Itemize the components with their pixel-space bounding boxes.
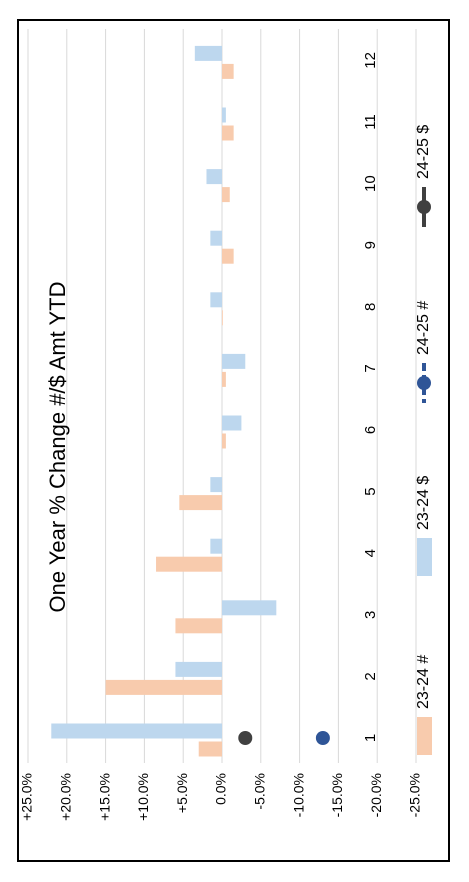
chart-title: One Year % Change #/$ Amt YTD <box>45 281 70 612</box>
legend-label: 23-24 $ <box>415 476 432 530</box>
grid-layer <box>27 29 417 763</box>
bar-23-24- <box>210 292 222 308</box>
chart-svg: +25.0% +20.0% +15.0% +10.0% +5.0% 0.0% -5.0% -1… <box>19 29 432 821</box>
legend-label: 24-25 $ <box>415 125 432 179</box>
x-tick-label: 4 <box>362 549 379 557</box>
y-tick-label: -5.0% <box>252 773 268 810</box>
marker-24-25- <box>238 731 253 745</box>
y-tick-label: -20.0% <box>368 773 384 817</box>
bar-23-24- <box>179 495 222 511</box>
bar-23-24- <box>198 741 222 757</box>
bar-23-24- <box>222 125 234 141</box>
legend-swatch <box>417 717 432 755</box>
bar-23-24- <box>222 63 234 79</box>
y-tick-label: 0.0% <box>213 773 229 805</box>
bar-23-24- <box>194 45 222 61</box>
bar-23-24- <box>175 661 222 677</box>
x-tick-label: 3 <box>362 611 379 619</box>
x-tick-label: 2 <box>362 672 379 680</box>
bar-23-24- <box>222 310 223 326</box>
legend-swatch <box>417 538 432 576</box>
legend-marker <box>417 376 431 390</box>
legend-label: 23-24 # <box>415 655 432 709</box>
x-tick-label: 7 <box>362 364 379 372</box>
y-tick-label: +25.0% <box>19 773 35 821</box>
y-tick-label: +20.0% <box>58 773 74 821</box>
bar-23-24- <box>210 230 222 246</box>
bar-layer <box>51 45 277 757</box>
bar-23-24- <box>222 433 226 449</box>
x-tick-label: 11 <box>362 114 379 130</box>
y-tick-label: +5.0% <box>174 773 190 813</box>
bar-23-24- <box>206 169 222 185</box>
legend-label: 24-25 # <box>415 301 432 355</box>
legend: 23-24 # 23-24 $ 24-25 # 24-25 $ <box>415 125 432 755</box>
x-tick-label: 6 <box>362 426 379 434</box>
bar-23-24- <box>222 371 226 387</box>
y-tick-label: -15.0% <box>329 773 345 817</box>
x-tick-label: 8 <box>362 303 379 311</box>
bar-23-24- <box>222 187 230 203</box>
x-tick-label: 5 <box>362 487 379 495</box>
bar-23-24- <box>222 600 277 616</box>
y-tick-label: +15.0% <box>96 773 112 821</box>
marker-layer <box>238 731 330 745</box>
y-tick-label: -10.0% <box>290 773 306 817</box>
legend-marker <box>417 200 431 214</box>
x-tick-label: 1 <box>362 734 379 742</box>
bar-23-24- <box>156 556 222 572</box>
bar-23-24- <box>222 248 234 264</box>
bar-23-24- <box>105 679 222 695</box>
bar-23-24- <box>175 618 222 634</box>
bar-23-24- <box>51 723 222 739</box>
x-tick-label: 12 <box>362 52 379 69</box>
x-tick-label: 10 <box>362 175 379 192</box>
tick-layer: +25.0% +20.0% +15.0% +10.0% +5.0% 0.0% -5.0% -1… <box>19 52 423 821</box>
x-tick-label: 9 <box>362 241 379 249</box>
bar-23-24- <box>222 107 226 123</box>
bar-23-24- <box>222 353 246 369</box>
bar-23-24- <box>210 477 222 493</box>
y-tick-label: +10.0% <box>135 773 151 821</box>
chart-frame: +25.0% +20.0% +15.0% +10.0% +5.0% 0.0% -5.0% -1… <box>17 19 450 862</box>
y-tick-label: -25.0% <box>407 773 423 817</box>
bar-23-24- <box>222 415 242 431</box>
bar-23-24- <box>210 538 222 554</box>
marker-24-25- <box>315 731 330 745</box>
